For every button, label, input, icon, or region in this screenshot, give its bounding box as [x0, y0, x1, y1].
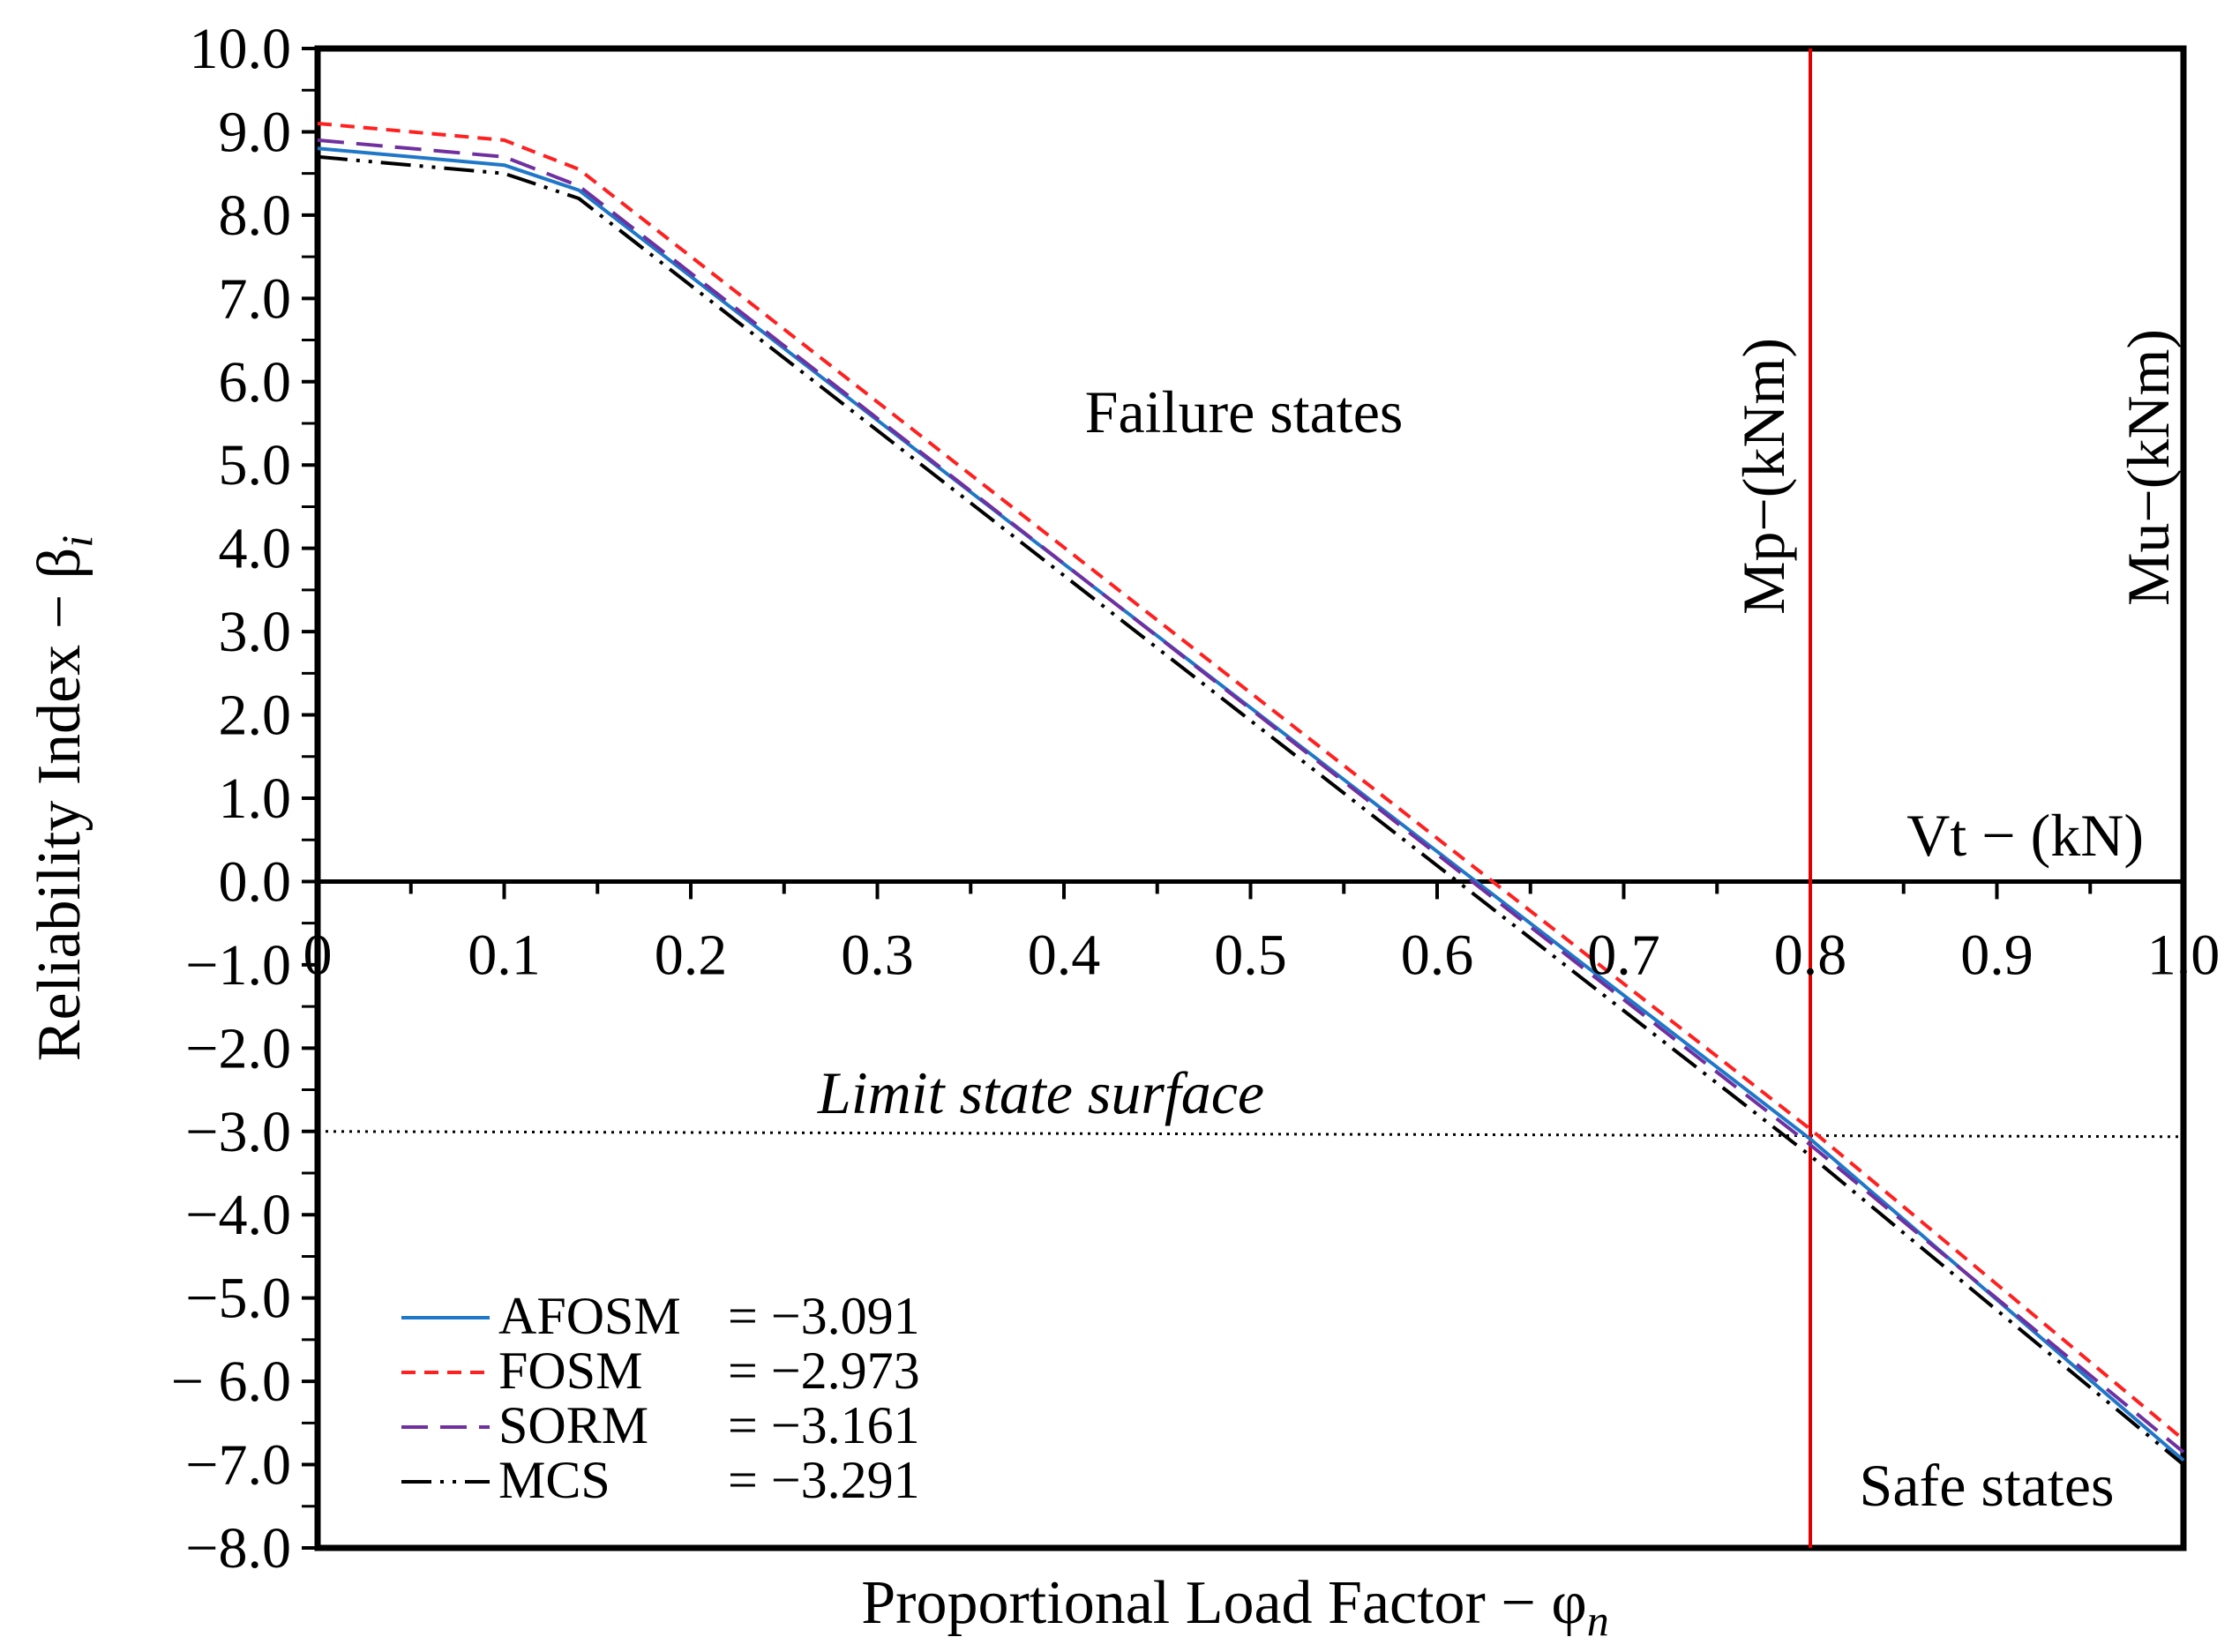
legend-label-afosm: AFOSM: [498, 1287, 681, 1345]
y-tick-label: −5.0: [185, 1267, 291, 1331]
x-tick-label: 0.2: [655, 923, 728, 987]
y-tick-labels: 10.0 9.0 8.0 7.0 6.0 5.0 4.0 3.0 2.0 1.0 0.0 −1.0 −2…: [171, 17, 291, 1581]
x-tick-labels: 0 0.1 0.2 0.3 0.4 0.5 0.6 0.7 0.8 0.9 1.0: [303, 923, 2221, 987]
limit-state-line: [317, 1130, 2184, 1139]
y-tick-label: 6.0: [219, 350, 292, 415]
x-tick-label: 0.7: [1587, 923, 1660, 987]
failure-states-label: Failure states: [1085, 378, 1404, 445]
x-axis-ticks: [316, 881, 2185, 900]
y-tick-label: −2.0: [185, 1016, 291, 1080]
legend-value-fosm: = −2.973: [728, 1342, 920, 1400]
legend-label-fosm: FOSM: [498, 1342, 642, 1400]
y-tick-label: 2.0: [219, 684, 292, 748]
x-tick-label: 0.4: [1028, 923, 1101, 987]
y-tick-label: 1.0: [219, 766, 292, 831]
series-line-fosm: [317, 122, 2185, 1441]
series-line-mcs: [317, 154, 2185, 1467]
mu-label: Mu−(kNm): [2115, 329, 2182, 606]
safe-states-label: Safe states: [1860, 1452, 2115, 1519]
y-tick-label: 9.0: [219, 100, 292, 164]
y-tick-label: 8.0: [219, 183, 292, 248]
x-tick-label: 0.5: [1214, 923, 1287, 987]
y-tick-label: − 6.0: [171, 1349, 291, 1414]
y-tick-label: 3.0: [219, 600, 292, 664]
x-tick-label: 0.1: [468, 923, 541, 987]
vt-label: Vt − (kN): [1906, 802, 2144, 869]
y-axis-ticks: [302, 47, 318, 1550]
x-tick-label: 0.8: [1774, 923, 1847, 987]
limit-state-label: Limit state surface: [817, 1059, 1264, 1126]
y-tick-label: 0.0: [219, 849, 292, 914]
legend-value-sorm: = −3.161: [728, 1396, 920, 1454]
series-line-sorm: [317, 138, 2185, 1454]
legend-value-mcs: = −3.291: [728, 1451, 920, 1509]
mp-label: Mp−(kNm): [1730, 338, 1797, 615]
y-tick-label: 7.0: [219, 266, 292, 331]
x-tick-label: 1.0: [2147, 923, 2221, 987]
y-tick-label: −3.0: [185, 1100, 291, 1164]
x-tick-label: 0.6: [1401, 923, 1474, 987]
series-group: [317, 122, 2185, 1467]
x-tick-label: 0.3: [841, 923, 914, 987]
x-axis-title: Proportional Load Factor − φn: [861, 1569, 1609, 1645]
y-tick-label: −7.0: [185, 1433, 291, 1498]
legend-label-mcs: MCS: [498, 1451, 610, 1509]
legend-value-afosm: = −3.091: [728, 1287, 920, 1345]
y-tick-label: 4.0: [219, 517, 292, 581]
legend-label-sorm: SORM: [498, 1396, 648, 1454]
y-axis-title: Reliability Index − βi: [26, 535, 101, 1061]
series-line-afosm: [317, 146, 2185, 1462]
y-tick-label: −1.0: [185, 933, 291, 998]
x-tick-label: 0: [303, 923, 333, 987]
y-tick-label: −4.0: [185, 1183, 291, 1247]
x-tick-label: 0.9: [1960, 923, 2034, 987]
y-tick-label: 10.0: [190, 17, 292, 81]
legend: AFOSM = −3.091 FOSM = −2.973 SORM = −3.161 MCS…: [401, 1287, 920, 1509]
y-tick-label: −8.0: [185, 1516, 291, 1581]
y-tick-label: 5.0: [219, 433, 292, 497]
